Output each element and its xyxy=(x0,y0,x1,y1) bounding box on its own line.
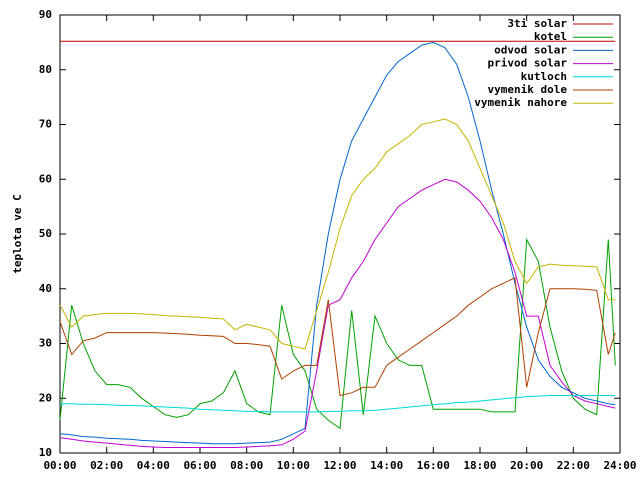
x-tick-label: 18:00 xyxy=(463,459,496,472)
legend-label: kotel xyxy=(534,30,567,43)
y-tick-label: 60 xyxy=(39,172,52,185)
legend-label: vymenik nahore xyxy=(474,96,567,109)
x-tick-label: 14:00 xyxy=(370,459,403,472)
legend-label: vymenik dole xyxy=(488,83,568,96)
y-tick-label: 10 xyxy=(39,446,52,459)
y-tick-label: 70 xyxy=(39,118,52,131)
x-tick-label: 08:00 xyxy=(230,459,263,472)
y-axis-label: teplota ve C xyxy=(11,194,24,273)
y-tick-label: 30 xyxy=(39,337,52,350)
x-tick-label: 22:00 xyxy=(557,459,590,472)
y-tick-label: 80 xyxy=(39,63,52,76)
series-line xyxy=(59,277,616,397)
x-tick-label: 10:00 xyxy=(277,459,310,472)
series-line xyxy=(60,395,616,413)
x-tick-label: 04:00 xyxy=(137,459,170,472)
legend-label: 3ti solar xyxy=(507,17,567,30)
series-line xyxy=(59,41,616,445)
x-tick-label: 24:00 xyxy=(603,459,636,472)
series-line xyxy=(59,237,616,430)
legend-label: kutloch xyxy=(521,70,567,83)
y-tick-label: 20 xyxy=(39,391,52,404)
legend-label: odvod solar xyxy=(494,43,567,56)
x-tick-label: 00:00 xyxy=(43,459,76,472)
y-tick-label: 90 xyxy=(39,8,52,21)
legend-label: privod solar xyxy=(488,57,568,70)
y-tick-label: 40 xyxy=(39,282,52,295)
x-tick-label: 20:00 xyxy=(510,459,543,472)
x-tick-label: 02:00 xyxy=(90,459,123,472)
series-line xyxy=(59,178,616,448)
y-tick-label: 50 xyxy=(39,227,52,240)
plot-frame xyxy=(59,14,621,454)
x-tick-label: 06:00 xyxy=(183,459,216,472)
x-tick-label: 12:00 xyxy=(323,459,356,472)
series-line xyxy=(59,118,616,350)
x-tick-label: 16:00 xyxy=(417,459,450,472)
